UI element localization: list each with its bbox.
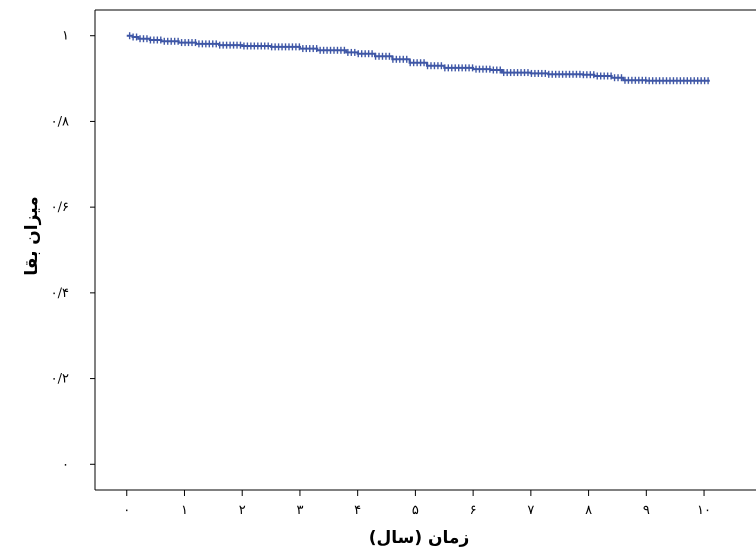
- censor-marks: [128, 32, 709, 85]
- x-tick-label: ۷: [527, 503, 534, 518]
- x-tick-label: ۶: [470, 503, 477, 518]
- y-tick-label: ۰/۲: [51, 372, 69, 387]
- x-tick-label: ۱۰: [697, 503, 711, 518]
- x-tick-label: ۵: [412, 503, 419, 518]
- x-tick-label: ۳: [296, 503, 303, 518]
- plot-area: [126, 32, 710, 85]
- y-axis-title: میزان بقا: [22, 196, 42, 275]
- x-tick-label: ۸: [585, 503, 592, 518]
- y-tick-label: ۰: [62, 457, 69, 472]
- y-tick-label: ۰/۶: [51, 200, 69, 215]
- x-axis-title: زمان (سال): [369, 528, 470, 548]
- survival-curve: [126, 34, 710, 82]
- x-tick-label: ۴: [354, 503, 361, 518]
- y-tick-label: ۱: [62, 29, 69, 44]
- y-tick-label: ۰/۸: [51, 114, 69, 129]
- y-tick-label: ۰/۴: [51, 286, 69, 301]
- x-tick-label: ۹: [643, 503, 650, 518]
- x-tick-label: ۰: [123, 503, 130, 518]
- x-tick-label: ۲: [239, 503, 246, 518]
- x-tick-label: ۱: [181, 503, 188, 518]
- axes: ۰۰/۲۰/۴۰/۶۰/۸۱۰ ۱ ۲ ۳ ۴ ۵ ۶ ۷ ۸ ۹ ۱۰: [51, 9, 756, 518]
